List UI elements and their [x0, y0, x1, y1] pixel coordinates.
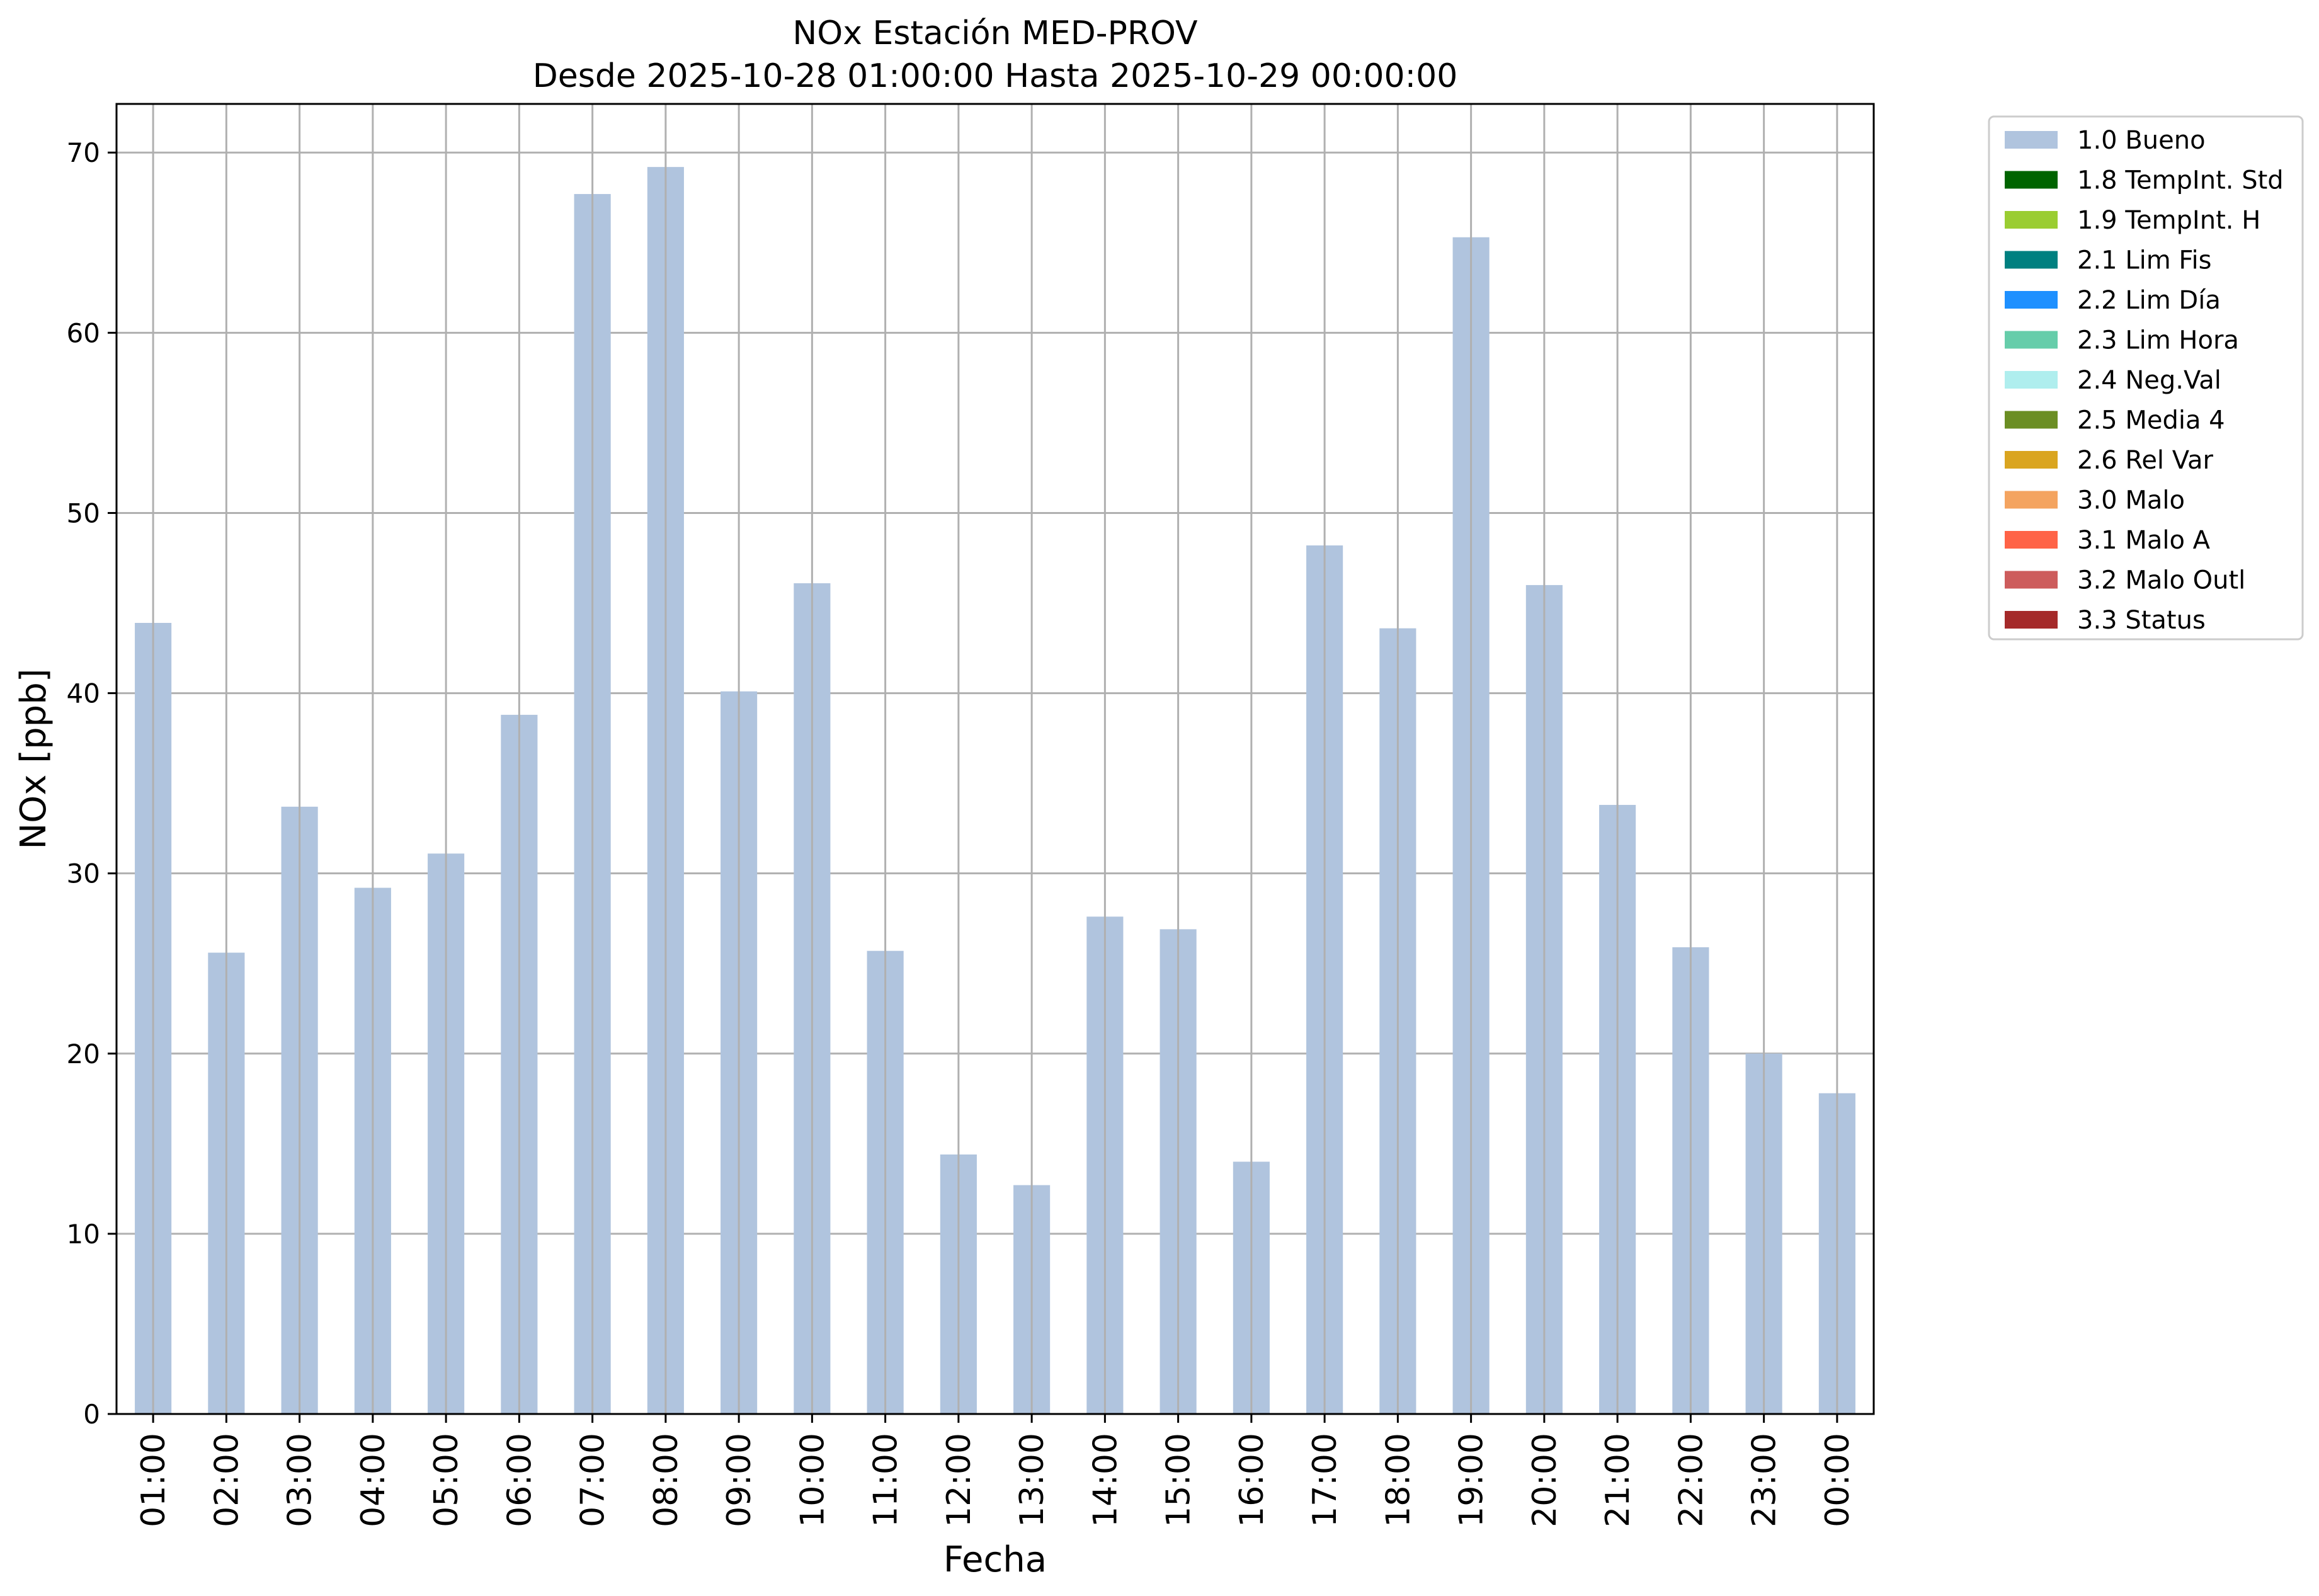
- legend-label: 3.3 Status: [2077, 606, 2206, 635]
- legend-swatch: [2005, 211, 2058, 229]
- legend-swatch: [2005, 451, 2058, 469]
- legend-swatch: [2005, 411, 2058, 429]
- y-tick-label: 10: [67, 1219, 100, 1250]
- y-tick-label: 30: [67, 858, 100, 889]
- legend-label: 1.0 Bueno: [2077, 126, 2206, 155]
- x-tick-label: 14:00: [1086, 1433, 1124, 1527]
- legend-label: 3.0 Malo: [2077, 486, 2185, 515]
- legend-label: 2.6 Rel Var: [2077, 446, 2214, 475]
- legend-swatch: [2005, 251, 2058, 269]
- x-tick-label: 21:00: [1599, 1433, 1637, 1527]
- legend-frame: [1988, 115, 2304, 641]
- legend-label: 2.5 Media 4: [2077, 406, 2225, 435]
- x-tick-label: 09:00: [721, 1433, 758, 1527]
- legend-items: 1.0 Bueno 1.8 TempInt. Std 1.9 TempInt. H 2…: [2005, 126, 2284, 635]
- bars: [135, 167, 1855, 1415]
- legend-swatch: [2005, 171, 2058, 189]
- x-tick-label: 22:00: [1672, 1433, 1710, 1527]
- chart-subtitle: Desde 2025-10-28 01:00:00 Hasta 2025-10-…: [533, 57, 1458, 95]
- x-tick-label: 23:00: [1746, 1433, 1784, 1527]
- x-tick-label: 05:00: [428, 1433, 465, 1527]
- legend-label: 3.2 Malo Outl: [2077, 566, 2245, 595]
- legend-swatch: [2005, 131, 2058, 149]
- x-tick-label: 08:00: [647, 1433, 685, 1527]
- legend-label: 2.4 Neg.Val: [2077, 366, 2221, 395]
- x-tick-label: 01:00: [135, 1433, 173, 1527]
- x-tick-label: 02:00: [208, 1433, 246, 1527]
- legend-swatch: [2005, 371, 2058, 389]
- legend-label: 1.8 TempInt. Std: [2077, 166, 2284, 195]
- legend-label: 2.3 Lim Hora: [2077, 326, 2239, 355]
- legend-swatch: [2005, 291, 2058, 309]
- x-tick-label: 04:00: [355, 1433, 392, 1527]
- x-axis-label: Fecha: [943, 1539, 1047, 1580]
- legend-swatch: [2005, 491, 2058, 509]
- x-tick-label: 07:00: [574, 1433, 612, 1527]
- legend-label: 2.2 Lim Día: [2077, 286, 2221, 315]
- y-axis-ticks: 0 10 20 30 40 50 60 70: [67, 137, 117, 1430]
- legend-label: 3.1 Malo A: [2077, 526, 2211, 555]
- x-grid-lines: [152, 104, 1838, 1414]
- x-tick-label: 20:00: [1526, 1433, 1564, 1527]
- x-axis-ticks: 01:00 02:00 03:00 04:00 05:00 06:00 07:00 08:00…: [135, 1414, 1857, 1527]
- x-tick-label: 12:00: [940, 1433, 978, 1527]
- x-tick-label: 03:00: [282, 1433, 319, 1527]
- x-tick-label: 13:00: [1013, 1433, 1051, 1527]
- legend-swatch: [2005, 531, 2058, 549]
- plot-frame: [115, 103, 1875, 1415]
- legend-label: 1.9 TempInt. H: [2077, 206, 2260, 235]
- y-tick-label: 50: [67, 498, 100, 528]
- legend-label: 2.1 Lim Fis: [2077, 246, 2211, 275]
- y-tick-label: 0: [83, 1399, 100, 1430]
- chart-title: NOx Estación MED-PROV: [792, 14, 1198, 52]
- y-tick-label: 40: [67, 678, 100, 709]
- y-axis-label: NOx [ppb]: [13, 668, 54, 849]
- legend-swatch: [2005, 331, 2058, 349]
- y-tick-label: 70: [67, 137, 100, 168]
- x-tick-label: 06:00: [501, 1433, 538, 1527]
- grid-lines: [117, 151, 1874, 1415]
- x-tick-label: 19:00: [1453, 1433, 1491, 1527]
- legend: 1.0 Bueno 1.8 TempInt. Std 1.9 TempInt. H 2…: [1988, 115, 2304, 641]
- x-tick-label: 18:00: [1379, 1433, 1417, 1527]
- x-tick-label: 10:00: [794, 1433, 831, 1527]
- x-tick-label: 15:00: [1160, 1433, 1198, 1527]
- y-tick-label: 60: [67, 317, 100, 348]
- legend-swatch: [2005, 611, 2058, 629]
- x-tick-label: 00:00: [1819, 1433, 1857, 1527]
- x-tick-label: 16:00: [1233, 1433, 1271, 1527]
- y-tick-label: 20: [67, 1039, 100, 1069]
- x-tick-label: 17:00: [1306, 1433, 1344, 1527]
- x-tick-label: 11:00: [867, 1433, 905, 1527]
- legend-swatch: [2005, 571, 2058, 589]
